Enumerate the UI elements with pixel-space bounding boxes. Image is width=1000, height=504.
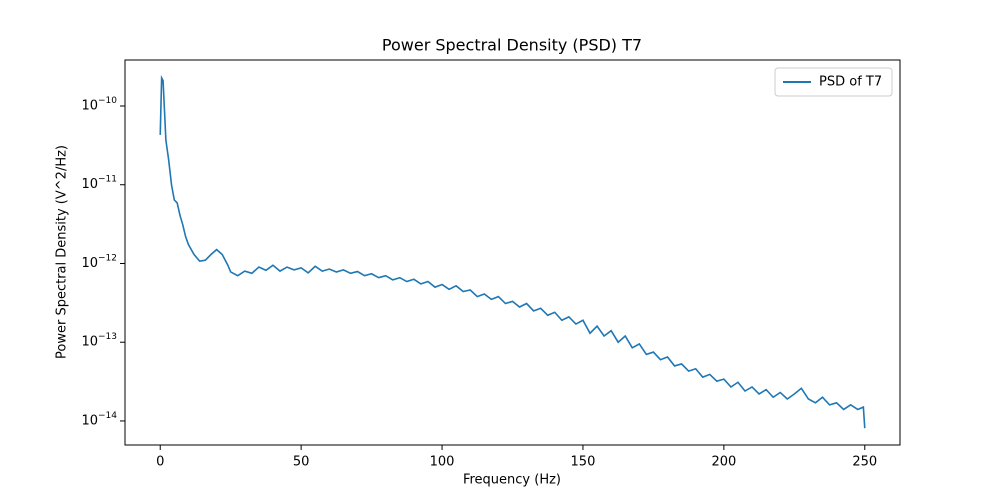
- x-tick-label: 100: [430, 455, 455, 470]
- legend-box: [774, 67, 893, 97]
- y-tick-label: 10−10: [81, 96, 117, 114]
- chart-title: Power Spectral Density (PSD) T7: [382, 36, 642, 55]
- y-tick-label: 10−11: [81, 174, 117, 192]
- y-tick-label: 10−14: [81, 410, 117, 428]
- y-tick-label: 10−13: [81, 332, 117, 350]
- y-axis-label: Power Spectral Density (V^2/Hz): [55, 145, 70, 359]
- x-tick-label: 250: [852, 455, 877, 470]
- x-tick-label: 50: [293, 455, 310, 470]
- legend-label: PSD of T7: [819, 75, 882, 90]
- data-line: [159, 74, 866, 429]
- x-tick-label: 0: [156, 455, 164, 470]
- plot-frame: [124, 59, 901, 446]
- y-tick-label: 10−12: [81, 253, 117, 271]
- x-tick-label: 200: [711, 455, 736, 470]
- x-axis-label: Frequency (Hz): [463, 473, 561, 488]
- x-tick-label: 150: [571, 455, 596, 470]
